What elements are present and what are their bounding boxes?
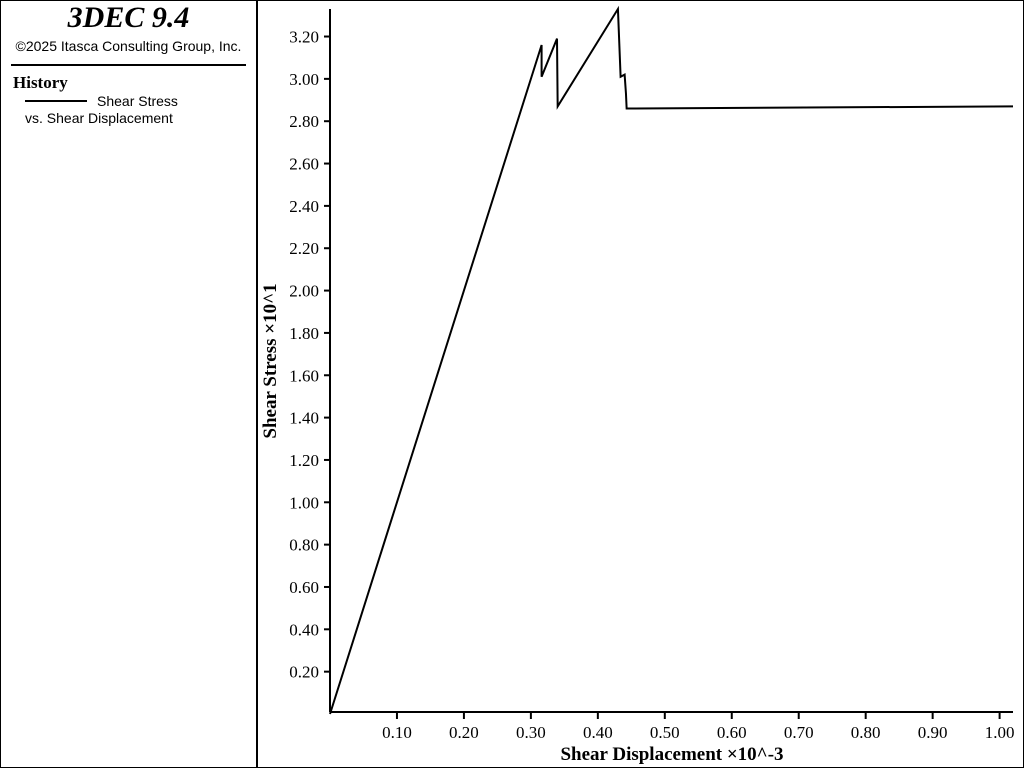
y-tick-label: 2.20 (289, 239, 319, 258)
y-axis-label: Shear Stress ×10^1 (260, 283, 281, 438)
legend-entry: Shear Stress vs. Shear Displacement (25, 93, 193, 127)
x-tick-label: 0.30 (516, 723, 546, 742)
x-tick-label: 0.70 (784, 723, 814, 742)
y-tick-label: 0.60 (289, 578, 319, 597)
side-panel: 3DEC 9.4 ©2025 Itasca Consulting Group, … (1, 1, 258, 767)
y-tick-label: 1.00 (289, 493, 319, 512)
x-tick-label: 0.50 (650, 723, 680, 742)
legend-title: History (13, 73, 68, 92)
y-tick-label: 0.80 (289, 536, 319, 555)
y-tick-label: 0.40 (289, 620, 319, 639)
y-tick-label: 1.20 (289, 451, 319, 470)
history-line (329, 5, 1014, 715)
x-tick-label: 0.60 (717, 723, 747, 742)
x-tick-label: 0.20 (449, 723, 479, 742)
x-tick-label: 0.10 (382, 723, 412, 742)
y-tick-label: 2.40 (289, 197, 319, 216)
y-tick-label: 0.20 (289, 663, 319, 682)
x-tick-label: 0.40 (583, 723, 613, 742)
y-tick-label: 2.80 (289, 112, 319, 131)
y-tick-label: 1.60 (289, 366, 319, 385)
x-tick-label: 0.90 (918, 723, 948, 742)
divider (11, 64, 246, 66)
copyright: ©2025 Itasca Consulting Group, Inc. (15, 38, 242, 54)
y-tick-label: 3.20 (289, 28, 319, 47)
x-tick-label: 0.80 (851, 723, 881, 742)
y-tick-label: 2.00 (289, 282, 319, 301)
legend-sample (25, 100, 87, 102)
x-tick-label: 1.00 (985, 723, 1015, 742)
y-tick-label: 1.80 (289, 324, 319, 343)
legend-label: Shear Stress vs. Shear Displacement (25, 93, 178, 126)
app-title: 3DEC 9.4 (67, 1, 190, 34)
y-tick-label: 1.40 (289, 409, 319, 428)
y-tick-label: 3.00 (289, 70, 319, 89)
x-axis-label: Shear Displacement ×10^-3 (560, 744, 783, 765)
y-tick-label: 2.60 (289, 155, 319, 174)
